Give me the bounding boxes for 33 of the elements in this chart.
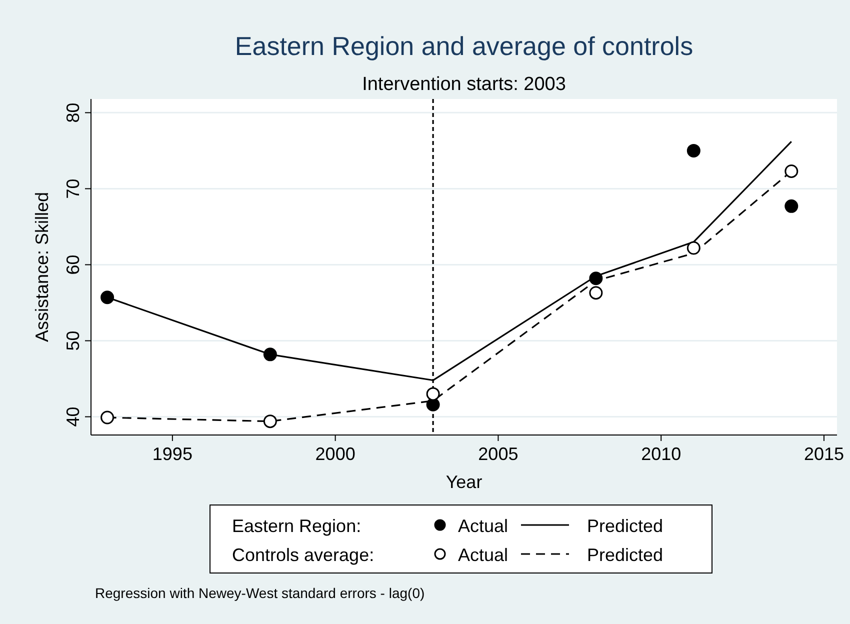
x-tick-label: 2010 [641, 444, 682, 464]
point [100, 410, 114, 424]
legend-label: Actual [458, 545, 508, 565]
text: Controls average: [232, 545, 374, 565]
point [589, 286, 603, 300]
y-tick-label: 70 [63, 178, 83, 199]
legend-label: Predicted [587, 545, 664, 565]
point [263, 414, 277, 428]
x-tick-label: 2005 [478, 444, 518, 464]
point [589, 272, 603, 286]
x-tick-label: 1995 [152, 444, 192, 464]
x-axis-title: Year [446, 472, 482, 492]
point [686, 144, 700, 158]
x-tick-label: 2000 [315, 444, 356, 464]
chart-subtitle: Intervention starts: 2003 [362, 74, 566, 95]
point [263, 348, 277, 362]
point [784, 199, 798, 213]
y-tick-label: 80 [63, 102, 83, 123]
y-tick-label: 60 [63, 254, 83, 275]
point [784, 164, 798, 178]
legend-label: Actual [458, 516, 508, 536]
text: Eastern Region: [232, 516, 362, 536]
text: Regression with Newey-West standard errors - lag(0) [95, 585, 425, 601]
y-tick-label: 50 [63, 330, 83, 351]
point [426, 398, 440, 412]
y-tick-label: 40 [63, 406, 83, 427]
x-tick-label: 2015 [804, 444, 844, 464]
point [426, 387, 440, 401]
chart-title: Eastern Region and average of controls [234, 31, 694, 61]
y-axis-title: Assistance: Skilled [32, 192, 52, 342]
point [686, 241, 700, 255]
legend-label: Predicted [587, 516, 664, 536]
point [100, 290, 114, 304]
